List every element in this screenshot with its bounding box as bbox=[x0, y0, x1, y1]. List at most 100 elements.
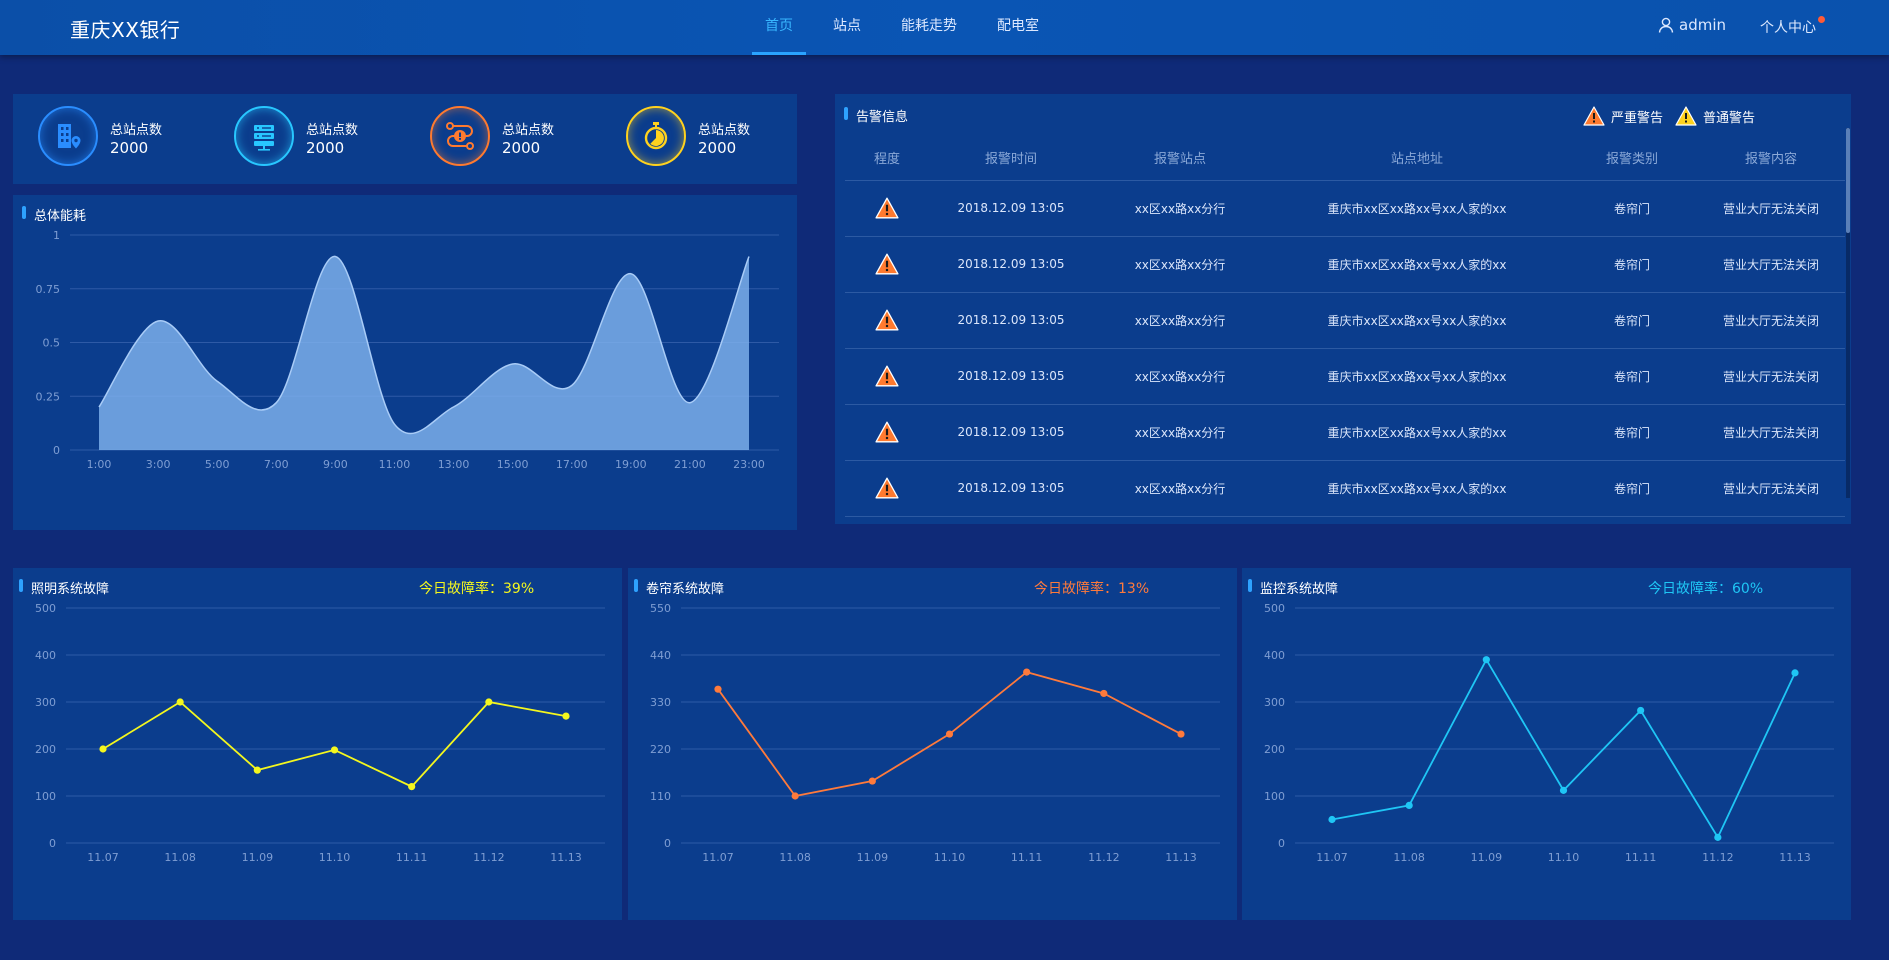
column-header[interactable]: 报警内容 bbox=[1697, 135, 1845, 181]
area-fill bbox=[99, 256, 749, 450]
table-row[interactable]: 2018.12.09 13:05 xx区xx路xx分行 重庆市xx区xx路xx号xx… bbox=[845, 404, 1845, 461]
lighting-fault-line-chart: 0 100 200 300 400 500 11.07 11.08 11.09 11.10 11.1… bbox=[35, 602, 605, 864]
stat-card[interactable]: 总站点数 2000 bbox=[234, 106, 404, 166]
nav-item-sites[interactable]: 站点 bbox=[833, 18, 861, 34]
legend-normal-label: 普通警告 bbox=[1703, 110, 1756, 126]
table-row[interactable]: 2018.12.09 13:05 xx区xx路xx分行 重庆市xx区xx路xx号xx… bbox=[845, 348, 1845, 405]
stat-card[interactable]: 总站点数 2000 bbox=[626, 106, 796, 166]
data-point bbox=[791, 792, 799, 800]
x-tick-label: 11.08 bbox=[164, 851, 196, 864]
personal-center-link[interactable]: 个人中心 bbox=[1760, 16, 1825, 37]
x-tick-label: 11.08 bbox=[1393, 851, 1425, 864]
column-header[interactable]: 程度 bbox=[845, 135, 929, 181]
y-tick-label: 200 bbox=[1264, 743, 1285, 756]
stopwatch-icon bbox=[644, 122, 668, 150]
table-row[interactable]: 2018.12.09 13:05 xx区xx路xx分行 重庆市xx区xx路xx号xx… bbox=[845, 180, 1845, 237]
table-row[interactable]: 2018.12.09 13:05 xx区xx路xx分行 重庆市xx区xx路xx号xx… bbox=[845, 236, 1845, 293]
data-point bbox=[945, 730, 954, 738]
personal-center-label: 个人中心 bbox=[1760, 20, 1816, 36]
column-header[interactable]: 报警类别 bbox=[1567, 135, 1697, 181]
y-tick-label: 0 bbox=[49, 837, 56, 850]
data-point bbox=[408, 783, 416, 791]
alarm-site-cell: xx区xx路xx分行 bbox=[1093, 460, 1267, 517]
x-tick-label: 13:00 bbox=[438, 458, 470, 471]
legend-severe: 严重警告 bbox=[1583, 106, 1663, 126]
y-tick-label: 400 bbox=[35, 649, 56, 662]
stat-icon-ring bbox=[430, 106, 490, 166]
alarm-content-cell: 营业大厅无法关闭 bbox=[1697, 404, 1845, 461]
alarm-time-cell: 2018.12.09 13:05 bbox=[929, 404, 1093, 461]
column-header[interactable]: 站点地址 bbox=[1267, 135, 1567, 181]
alarm-scrollbar-thumb[interactable] bbox=[1846, 128, 1850, 233]
app-logo[interactable]: 重庆XX银行 bbox=[70, 18, 181, 42]
user-menu[interactable]: admin bbox=[1658, 16, 1726, 34]
severe-warning-icon bbox=[875, 197, 899, 219]
x-tick-label: 11.10 bbox=[319, 851, 351, 864]
y-tick-label: 330 bbox=[650, 696, 671, 709]
fault-rate: 今日故障率：13% bbox=[1034, 581, 1150, 597]
stat-icon-ring bbox=[234, 106, 294, 166]
site-address-cell: 重庆市xx区xx路xx号xx人家的xx bbox=[1267, 236, 1567, 293]
y-tick-label: 110 bbox=[650, 790, 671, 803]
site-address-cell: 重庆市xx区xx路xx号xx人家的xx bbox=[1267, 404, 1567, 461]
top-bar: 重庆XX银行 首页 站点 能耗走势 配电室 admin 个人中心 bbox=[0, 0, 1889, 55]
stat-value: 2000 bbox=[110, 139, 149, 157]
stat-card[interactable]: 总站点数 2000 bbox=[38, 106, 208, 166]
data-point bbox=[1023, 668, 1031, 676]
data-point bbox=[1100, 689, 1108, 698]
site-address-cell: 重庆市xx区xx路xx号xx人家的xx bbox=[1267, 460, 1567, 517]
y-tick-label: 500 bbox=[1264, 602, 1285, 615]
y-tick-label: 0.75 bbox=[36, 283, 61, 296]
alarm-table-header: 程度 报警时间 报警站点 站点地址 报警类别 报警内容 bbox=[845, 135, 1845, 181]
x-tick-label: 11.07 bbox=[1316, 851, 1348, 864]
alarm-site-cell: xx区xx路xx分行 bbox=[1093, 404, 1267, 461]
stat-value: 2000 bbox=[306, 139, 345, 157]
alarm-scrollbar-track[interactable] bbox=[1846, 128, 1850, 498]
fault-panel-title: 照明系统故障 bbox=[19, 578, 109, 597]
alarm-panel-title: 告警信息 bbox=[844, 106, 908, 125]
energy-panel-title: 总体能耗 bbox=[22, 205, 86, 224]
x-tick-label: 11.11 bbox=[396, 851, 428, 864]
alarm-category-cell: 卷帘门 bbox=[1567, 348, 1697, 405]
severe-warning-icon bbox=[875, 477, 899, 499]
nav-item-power-room[interactable]: 配电室 bbox=[997, 18, 1039, 34]
data-point bbox=[330, 746, 339, 754]
nav-item-energy-trend[interactable]: 能耗走势 bbox=[901, 18, 957, 34]
alarm-content-cell: 营业大厅无法关闭 bbox=[1697, 180, 1845, 237]
y-tick-label: 200 bbox=[35, 743, 56, 756]
x-tick-label: 11.08 bbox=[779, 851, 811, 864]
route-alert-icon bbox=[446, 122, 474, 150]
table-row[interactable]: 2018.12.09 13:05 xx区xx路xx分行 重庆市xx区xx路xx号xx… bbox=[845, 460, 1845, 517]
y-tick-label: 0.25 bbox=[36, 390, 61, 403]
severity-cell bbox=[845, 180, 929, 237]
y-tick-label: 0 bbox=[664, 837, 671, 850]
x-tick-label: 17:00 bbox=[556, 458, 588, 471]
data-point bbox=[868, 777, 876, 785]
stat-card[interactable]: 总站点数 2000 bbox=[430, 106, 600, 166]
table-row[interactable]: 2018.12.09 13:05 xx区xx路xx分行 重庆市xx区xx路xx号xx… bbox=[845, 292, 1845, 349]
nav-item-home[interactable]: 首页 bbox=[752, 0, 806, 55]
alarm-time-cell: 2018.12.09 13:05 bbox=[929, 236, 1093, 293]
y-tick-label: 1 bbox=[53, 229, 60, 242]
site-address-cell: 重庆市xx区xx路xx号xx人家的xx bbox=[1267, 348, 1567, 405]
alarm-site-cell: xx区xx路xx分行 bbox=[1093, 292, 1267, 349]
alarm-time-cell: 2018.12.09 13:05 bbox=[929, 180, 1093, 237]
severe-warning-icon bbox=[875, 309, 899, 331]
data-point bbox=[99, 745, 107, 753]
column-header[interactable]: 报警时间 bbox=[929, 135, 1093, 181]
user-icon bbox=[1658, 17, 1674, 33]
severe-warning-icon bbox=[875, 365, 899, 387]
y-tick-label: 440 bbox=[650, 649, 671, 662]
column-header[interactable]: 报警站点 bbox=[1093, 135, 1267, 181]
x-tick-label: 11.12 bbox=[473, 851, 505, 864]
legend-normal: 普通警告 bbox=[1675, 106, 1755, 126]
alarm-category-cell: 卷帘门 bbox=[1567, 404, 1697, 461]
stat-icon-ring bbox=[626, 106, 686, 166]
alarm-site-cell: xx区xx路xx分行 bbox=[1093, 236, 1267, 293]
data-point bbox=[1714, 833, 1722, 841]
fault-rate: 今日故障率：39% bbox=[419, 581, 535, 597]
x-tick-label: 11.13 bbox=[1165, 851, 1197, 864]
stat-value: 2000 bbox=[698, 139, 737, 157]
series-line bbox=[102, 700, 567, 788]
y-tick-label: 100 bbox=[35, 790, 56, 803]
